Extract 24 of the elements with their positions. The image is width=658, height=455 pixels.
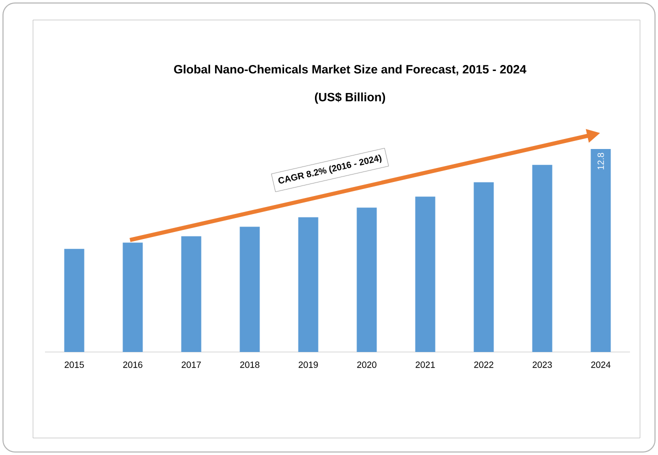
bar: [415, 196, 436, 352]
chart-subtitle: (US$ Billion): [314, 92, 386, 104]
x-tick-label: 2022: [474, 362, 494, 368]
annotation: CAGR 8.2% (2016 - 2024): [278, 154, 382, 184]
x-tick-label: 2016: [123, 362, 142, 368]
bar: [181, 236, 202, 352]
bar: [240, 226, 260, 352]
x-tick-label: 2021: [416, 362, 435, 368]
bar: [298, 217, 318, 352]
bar: [590, 149, 611, 352]
x-tick-label: 2015: [64, 362, 84, 368]
x-tick-label: 2023: [532, 362, 552, 368]
chart-title: Global Nano-Chemicals Market Size and Forecast, 2015 - 2024: [174, 64, 526, 76]
bar: [64, 248, 84, 352]
x-tick-label: 2024: [591, 362, 610, 368]
x-tick-label: 2018: [240, 362, 260, 368]
bar: [532, 164, 552, 352]
bar: [122, 242, 143, 352]
x-tick-label: 2017: [182, 362, 201, 368]
data-label: 12.8: [598, 152, 604, 170]
x-tick-label: 2019: [298, 362, 318, 368]
bar: [356, 208, 377, 352]
x-tick-label: 2020: [357, 362, 376, 368]
bar: [474, 182, 494, 352]
